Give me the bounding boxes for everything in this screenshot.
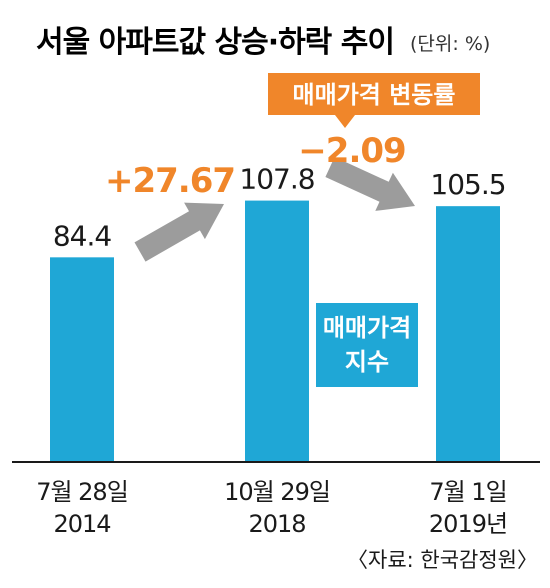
change-label-0: +27.67 [105, 161, 235, 201]
value-label-0: 84.4 [53, 219, 112, 252]
value-label-2: 105.5 [430, 168, 505, 201]
category-label-0: 7월 28일 [36, 478, 128, 506]
chart-title: 서울 아파트값 상승·하락 추이 [36, 25, 394, 60]
down-arrow [325, 157, 415, 211]
up-arrow [134, 202, 224, 262]
bar-2 [436, 206, 500, 462]
category-labels: 7월 28일 2014 10월 29일 2018 7월 1일 2019년 [36, 478, 508, 538]
series-legend: 매매가격 지수 [316, 303, 418, 387]
change-legend-label: 매매가격 변동률 [293, 81, 456, 109]
category-year-1: 2018 [248, 510, 305, 538]
series-legend-line1: 매매가격 [323, 314, 411, 342]
series-legend-box [316, 303, 418, 387]
category-year-2: 2019년 [429, 510, 507, 538]
bars-group: 84.4 107.8 105.5 [50, 163, 507, 462]
change-legend-box [268, 73, 480, 115]
arrows-group: +27.67 −2.09 [105, 131, 415, 262]
category-label-1: 10월 29일 [224, 478, 330, 506]
change-legend: 매매가격 변동률 [268, 73, 480, 128]
series-legend-line2: 지수 [345, 348, 389, 376]
change-legend-pointer [335, 115, 355, 128]
change-label-1: −2.09 [298, 131, 405, 171]
category-label-2: 7월 1일 [429, 478, 506, 506]
category-year-0: 2014 [53, 510, 110, 538]
bar-0 [50, 257, 114, 462]
unit-note: (단위: %) [410, 33, 490, 55]
bar-1 [245, 200, 309, 462]
value-label-1: 107.8 [239, 163, 314, 196]
source-note: 〈자료: 한국감정원〉 [347, 548, 538, 572]
